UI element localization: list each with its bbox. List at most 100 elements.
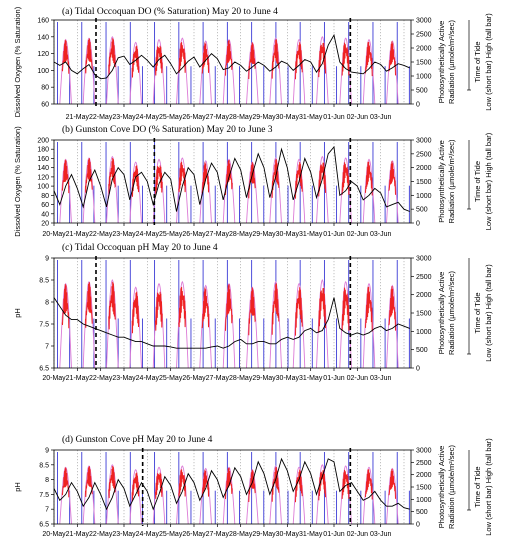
par-curve (292, 466, 306, 525)
par-series (318, 287, 326, 333)
x-tick-label: 25-May (159, 231, 183, 238)
par-curve (339, 465, 352, 525)
x-tick-label: 26-May (182, 375, 206, 382)
y2-tick-label: 2500 (416, 274, 432, 281)
x-tick-label: 03-Jun (370, 231, 392, 238)
y2-tick-label: 1500 (416, 485, 432, 492)
x-tick-label: 22-May (89, 231, 113, 238)
y2-tick-label: 1000 (416, 497, 432, 504)
par-curve (106, 155, 119, 224)
y-tick-label: 100 (37, 68, 49, 75)
x-tick-label: 24-May (136, 375, 160, 382)
x-tick-label: 29-May (252, 531, 276, 538)
y2-tick-label: 2500 (416, 32, 432, 39)
y2-tick-label: 500 (416, 347, 428, 354)
par-curve (129, 286, 142, 369)
par-curve (82, 465, 96, 525)
x-tick-label: 29-May (252, 114, 276, 121)
par-series (248, 42, 256, 80)
x-tick-label: 02-Jun (347, 231, 369, 238)
x-tick-label: 31-May (299, 375, 323, 382)
par-series (155, 165, 163, 195)
y2-axis-label-line2: Radiation (µmole/m²/sec) (447, 139, 456, 223)
par-curve (59, 158, 72, 224)
y-tick-label: 9 (45, 256, 49, 263)
par-curve (292, 158, 306, 224)
par-curve (316, 278, 329, 369)
chart-panel-c: (c) Tidal Occoquan pH May 20 to June 4 6.… (13, 242, 493, 382)
x-tick-label: 28-May (229, 231, 253, 238)
y-axis-label: pH (13, 308, 22, 318)
y-tick-label: 140 (37, 165, 49, 172)
par-curve (222, 38, 236, 105)
x-tick-label: 23-May (112, 375, 136, 382)
y2-tick-label: 1000 (416, 74, 432, 81)
par-curve (129, 41, 142, 105)
par-series (131, 472, 140, 501)
par-series (178, 286, 186, 328)
par-series (85, 282, 93, 328)
x-tick-label: 20-May (42, 231, 66, 238)
y-tick-label: 180 (37, 147, 49, 154)
y2-tick-label: 0 (416, 522, 420, 529)
x-tick-label: 01-Jun (323, 114, 345, 121)
y2-axis-label-line2: Radiation (µmole/m²/sec) (447, 271, 456, 355)
par-series (271, 159, 280, 198)
x-tick-label: 25-May (159, 114, 183, 121)
par-curve (199, 40, 212, 105)
par-curve (246, 286, 259, 369)
par-curve (129, 469, 142, 525)
y-tick-label: 9 (45, 448, 49, 455)
par-series (225, 159, 233, 196)
par-series (108, 157, 116, 194)
tide-label-line1: Time of Tide (473, 467, 482, 508)
y2-axis-label-line1: Photosynthetically Active (437, 272, 446, 355)
y-tick-label: 8 (45, 300, 49, 307)
y2-tick-label: 1000 (416, 329, 432, 336)
y2-tick-label: 500 (416, 207, 428, 214)
x-tick-label: 31-May (299, 114, 323, 121)
par-curve (176, 465, 189, 525)
x-tick-label: 03-Jun (370, 531, 392, 538)
chart-panel-b: (b) Gunston Cove DO (% Saturation) May 2… (13, 124, 493, 238)
par-series (108, 281, 116, 330)
x-tick-label: 01-Jun (323, 531, 345, 538)
x-tick-label: 27-May (206, 375, 230, 382)
par-series (155, 291, 163, 331)
x-tick-label: 03-Jun (370, 114, 392, 121)
y-tick-label: 80 (41, 193, 49, 200)
par-series (388, 468, 396, 499)
par-series (178, 42, 186, 73)
tide-label-line1: Time of Tide (473, 161, 482, 202)
par-series (388, 41, 396, 76)
x-tick-label: 23-May (112, 114, 136, 121)
y-tick-label: 7.5 (39, 492, 49, 499)
x-tick-label: 03-Jun (370, 375, 392, 382)
par-curve (106, 36, 119, 105)
par-series (85, 466, 93, 498)
par-series (178, 161, 186, 193)
y-tick-label: 7 (45, 344, 49, 351)
y-tick-label: 60 (41, 102, 49, 109)
tide-label-line1: Time of Tide (473, 42, 482, 83)
par-series (131, 45, 140, 78)
chart-panel-a: (a) Tidal Occoquan DO (% Saturation) May… (13, 6, 493, 121)
y-tick-label: 120 (37, 174, 49, 181)
y-tick-label: 8 (45, 477, 49, 484)
par-series (318, 42, 326, 78)
x-tick-label: 24-May (136, 531, 160, 538)
par-curve (246, 41, 259, 105)
par-curve (176, 280, 189, 369)
par-curve (386, 160, 399, 224)
par-series (201, 287, 210, 329)
x-tick-label: 30-May (276, 531, 300, 538)
par-series (295, 469, 303, 503)
y2-tick-label: 2000 (416, 292, 432, 299)
par-series (108, 465, 116, 499)
par-curve (152, 38, 166, 105)
y2-tick-label: 3000 (416, 256, 432, 263)
y-tick-label: 8.5 (39, 278, 49, 285)
par-series (155, 45, 163, 76)
par-series (295, 287, 303, 336)
x-tick-label: 27-May (206, 231, 230, 238)
